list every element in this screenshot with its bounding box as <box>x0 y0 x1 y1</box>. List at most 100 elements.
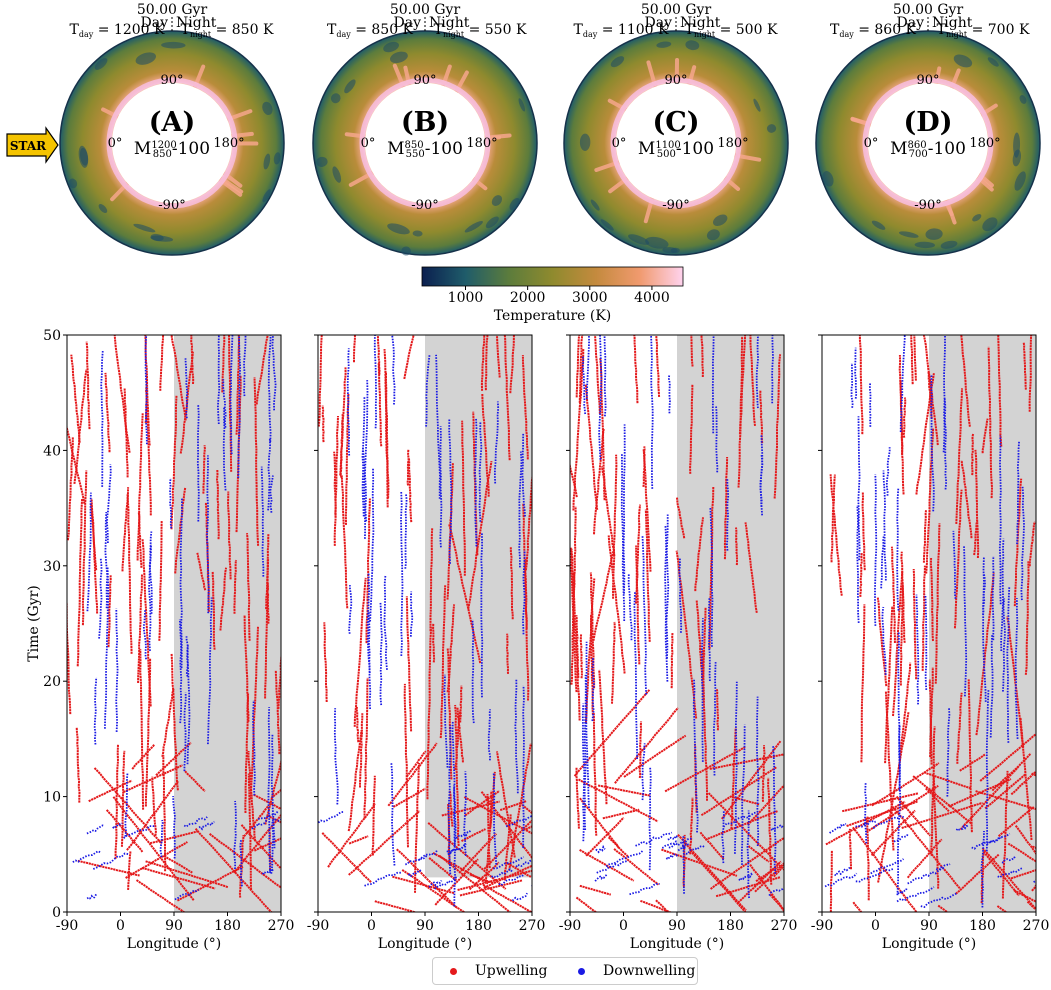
upwelling-track <box>579 634 583 679</box>
upwelling-track <box>219 567 228 631</box>
upwelling-track <box>355 706 360 743</box>
downwelling-track <box>594 873 609 882</box>
upwelling-track <box>363 677 369 819</box>
upwelling-track <box>915 373 935 495</box>
upwelling-track <box>592 550 615 641</box>
downwelling-track <box>725 478 730 551</box>
downwelling-track <box>270 821 275 874</box>
upwelling-track <box>761 745 766 802</box>
upwelling-track <box>158 520 163 641</box>
upwelling-track <box>633 335 639 404</box>
downwelling-track <box>433 876 458 890</box>
upwelling-track <box>446 647 453 780</box>
downwelling-track <box>106 464 112 544</box>
downwelling-track <box>627 573 633 641</box>
colorbar-gradient <box>421 266 684 287</box>
upwelling-track <box>730 727 737 830</box>
downwelling-blob <box>509 197 520 211</box>
upwelling-track <box>677 834 747 912</box>
upwelling-track <box>127 850 132 890</box>
upwelling-track <box>955 388 963 524</box>
upwelling-track <box>592 712 598 836</box>
x-tick-label: 180 <box>465 918 492 934</box>
downwelling-blob <box>579 133 591 151</box>
downwelling-track <box>915 594 920 705</box>
upwelling-track <box>121 494 129 572</box>
upwelling-track <box>408 458 413 523</box>
downwelling-track <box>169 477 173 529</box>
downwelling-track <box>400 491 404 656</box>
upwelling-track <box>163 855 193 874</box>
x-tick-label: 90 <box>165 918 183 934</box>
upwelling-track <box>981 847 1036 911</box>
downwelling-track <box>480 532 484 698</box>
upwelling-track <box>247 773 253 890</box>
downwelling-blob <box>1013 132 1021 158</box>
upwelling-track <box>921 565 926 671</box>
downwelling-track <box>269 475 274 513</box>
downwelling-track <box>896 724 902 896</box>
downwelling-track <box>740 724 746 865</box>
upwelling-track <box>137 512 143 568</box>
downwelling-track <box>641 536 648 695</box>
angle-label-neg90: -90° <box>158 198 185 213</box>
downwelling-track <box>367 611 372 710</box>
downwelling-track <box>267 707 271 874</box>
downwelling-blob <box>987 57 999 67</box>
model-label: M1100 500-100 <box>638 139 714 160</box>
upwelling-track <box>829 474 843 596</box>
upwelling-track <box>145 860 229 889</box>
upwelling-track <box>403 335 415 380</box>
core <box>616 83 736 203</box>
downwelling-track <box>907 867 943 885</box>
upwelling-track <box>426 627 433 800</box>
upwelling-track <box>509 547 514 620</box>
x-tick-label: 0 <box>871 918 880 934</box>
upwelling-track <box>265 533 270 610</box>
downwelling-track <box>855 867 894 883</box>
upwelling-track <box>135 879 186 912</box>
downwelling-track <box>446 843 467 855</box>
y-tick-label: 0 <box>52 905 61 921</box>
angle-label-0: 0° <box>108 136 123 151</box>
downwelling-track <box>179 497 183 669</box>
upwelling-track <box>607 836 630 858</box>
angle-label-neg90: -90° <box>914 198 941 213</box>
upwelling-track <box>208 833 281 889</box>
x-tick-label: 270 <box>268 918 295 934</box>
downwelling-track <box>428 880 443 888</box>
downwelling-track <box>178 619 183 724</box>
downwelling-track <box>665 514 670 659</box>
core <box>112 83 232 203</box>
upwelling-track <box>467 460 493 610</box>
downwelling-track <box>648 767 652 871</box>
upwelling-track <box>895 795 932 837</box>
downwelling-track <box>98 558 103 639</box>
upwelling-track <box>253 837 281 852</box>
downwelling-track <box>955 824 970 831</box>
downwelling-track <box>186 644 191 765</box>
upwelling-track <box>700 766 777 817</box>
legend-downwelling-label: Downwelling <box>603 963 696 979</box>
downwelling-track <box>850 362 854 408</box>
upwelling-track <box>859 552 863 597</box>
upwelling-track <box>899 381 905 495</box>
upwelling-track <box>956 692 963 764</box>
upwelling-track <box>734 527 738 566</box>
downwelling-track <box>366 572 371 674</box>
downwelling-track <box>882 470 887 581</box>
upwelling-track <box>215 469 220 540</box>
upwelling-track <box>505 633 510 674</box>
x-axis-label: Longitude (°) <box>630 936 724 952</box>
time-plot-b: -90 0 90 180 270 Longitude (°) <box>307 334 545 952</box>
upwelling-track <box>114 744 120 859</box>
downwelling-blob <box>485 216 499 229</box>
upwelling-track <box>594 335 601 414</box>
downwelling-blob <box>412 230 423 237</box>
downwelling-blob <box>590 199 600 211</box>
upwelling-track <box>481 393 490 497</box>
downwelling-blob <box>706 229 720 241</box>
downwelling-track <box>364 380 369 522</box>
